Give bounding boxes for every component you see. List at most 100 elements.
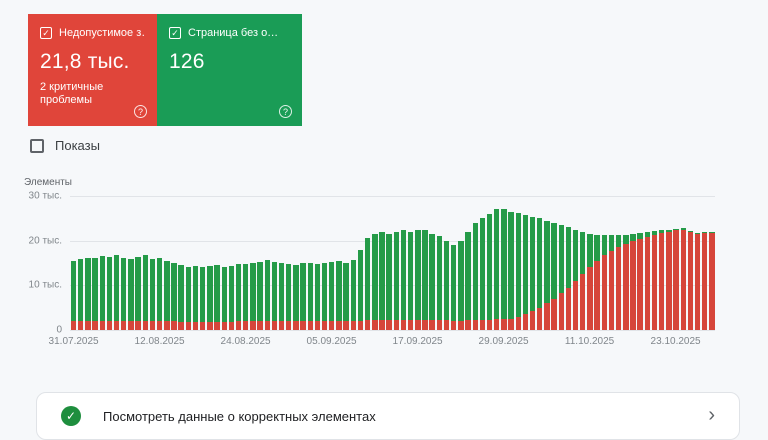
chart-bar[interactable] <box>407 196 414 330</box>
chart-bar[interactable] <box>629 196 636 330</box>
chart-bar[interactable] <box>321 196 328 330</box>
chart-bar[interactable] <box>436 196 443 330</box>
chart-bar[interactable] <box>307 196 314 330</box>
chart-bar[interactable] <box>300 196 307 330</box>
error-card[interactable]: Недопустимое з… 21,8 тыс. 2 критичные пр… <box>28 14 157 126</box>
chart-bar[interactable] <box>113 196 120 330</box>
chart-bar[interactable] <box>500 196 507 330</box>
chart-bar[interactable] <box>235 196 242 330</box>
chart-bar[interactable] <box>393 196 400 330</box>
chart-bar[interactable] <box>213 196 220 330</box>
chart-bar[interactable] <box>199 196 206 330</box>
chart-bar[interactable] <box>386 196 393 330</box>
chart-bar[interactable] <box>357 196 364 330</box>
chart-bar[interactable] <box>84 196 91 330</box>
chart-bar[interactable] <box>421 196 428 330</box>
chart-bar[interactable] <box>457 196 464 330</box>
chart-bar[interactable] <box>228 196 235 330</box>
chart-bar[interactable] <box>335 196 342 330</box>
chart-bar[interactable] <box>572 196 579 330</box>
checked-checkbox-icon[interactable] <box>40 27 52 39</box>
chart-bar[interactable] <box>536 196 543 330</box>
chart-bar[interactable] <box>278 196 285 330</box>
chart-bar[interactable] <box>680 196 687 330</box>
chart-bar[interactable] <box>486 196 493 330</box>
chart-bar[interactable] <box>644 196 651 330</box>
chart-bar[interactable] <box>135 196 142 330</box>
chart-bar[interactable] <box>558 196 565 330</box>
checked-checkbox-icon[interactable] <box>169 27 181 39</box>
chart-bar[interactable] <box>579 196 586 330</box>
chart-bar[interactable] <box>264 196 271 330</box>
chart-bar[interactable] <box>551 196 558 330</box>
chart-bar[interactable] <box>472 196 479 330</box>
chart-bar[interactable] <box>464 196 471 330</box>
chart-bar[interactable] <box>70 196 77 330</box>
chart-bar[interactable] <box>192 196 199 330</box>
valid-card[interactable]: Страница без о… 126 ? <box>157 14 302 126</box>
chart-bar[interactable] <box>328 196 335 330</box>
chart-bar[interactable] <box>206 196 213 330</box>
chart-bar[interactable] <box>271 196 278 330</box>
chart-bar[interactable] <box>515 196 522 330</box>
chart-bar[interactable] <box>479 196 486 330</box>
chart-bar[interactable] <box>608 196 615 330</box>
chart-bar[interactable] <box>371 196 378 330</box>
chart-bar[interactable] <box>221 196 228 330</box>
chart-bar[interactable] <box>687 196 694 330</box>
chart-bar[interactable] <box>364 196 371 330</box>
chart-bar[interactable] <box>651 196 658 330</box>
chart-bar[interactable] <box>529 196 536 330</box>
chart-bar[interactable] <box>242 196 249 330</box>
chart-bar[interactable] <box>378 196 385 330</box>
chart-bar[interactable] <box>249 196 256 330</box>
chart-bar[interactable] <box>708 196 715 330</box>
chart-bar[interactable] <box>450 196 457 330</box>
help-icon[interactable]: ? <box>279 105 292 118</box>
chart-bar[interactable] <box>414 196 421 330</box>
chart-bar[interactable] <box>701 196 708 330</box>
chart-bar[interactable] <box>170 196 177 330</box>
chart-bar[interactable] <box>658 196 665 330</box>
chart-bar[interactable] <box>149 196 156 330</box>
chart-bar[interactable] <box>522 196 529 330</box>
chart-bar[interactable] <box>163 196 170 330</box>
impressions-toggle[interactable]: Показы <box>30 138 100 153</box>
chart-bar[interactable] <box>637 196 644 330</box>
chart-bar[interactable] <box>343 196 350 330</box>
chart-bar[interactable] <box>443 196 450 330</box>
chart-bar[interactable] <box>127 196 134 330</box>
chart-bar[interactable] <box>156 196 163 330</box>
chart-bar[interactable] <box>507 196 514 330</box>
valid-items-panel[interactable]: Посмотреть данные о корректных элементах… <box>36 392 740 440</box>
chart-bar[interactable] <box>565 196 572 330</box>
chart-bar[interactable] <box>106 196 113 330</box>
chart-bar[interactable] <box>672 196 679 330</box>
chart-bar[interactable] <box>77 196 84 330</box>
chart-bar[interactable] <box>185 196 192 330</box>
chart-bar[interactable] <box>694 196 701 330</box>
chart-bar[interactable] <box>615 196 622 330</box>
chart-bar[interactable] <box>99 196 106 330</box>
chart-bar[interactable] <box>493 196 500 330</box>
chart-bar[interactable] <box>594 196 601 330</box>
chart-bar[interactable] <box>292 196 299 330</box>
chart-bar[interactable] <box>178 196 185 330</box>
chart-bar[interactable] <box>350 196 357 330</box>
chart-bar[interactable] <box>256 196 263 330</box>
chart-bar[interactable] <box>120 196 127 330</box>
chart-bar[interactable] <box>142 196 149 330</box>
chart-bar[interactable] <box>601 196 608 330</box>
chart-bar[interactable] <box>586 196 593 330</box>
chevron-right-icon[interactable]: › <box>708 405 715 427</box>
chart-bar[interactable] <box>400 196 407 330</box>
chart-bar[interactable] <box>314 196 321 330</box>
help-icon[interactable]: ? <box>134 105 147 118</box>
chart-bar[interactable] <box>665 196 672 330</box>
chart-bar[interactable] <box>92 196 99 330</box>
chart-bar[interactable] <box>429 196 436 330</box>
chart-bar[interactable] <box>285 196 292 330</box>
unchecked-checkbox-icon[interactable] <box>30 139 44 153</box>
chart-bar[interactable] <box>543 196 550 330</box>
chart-bar[interactable] <box>622 196 629 330</box>
